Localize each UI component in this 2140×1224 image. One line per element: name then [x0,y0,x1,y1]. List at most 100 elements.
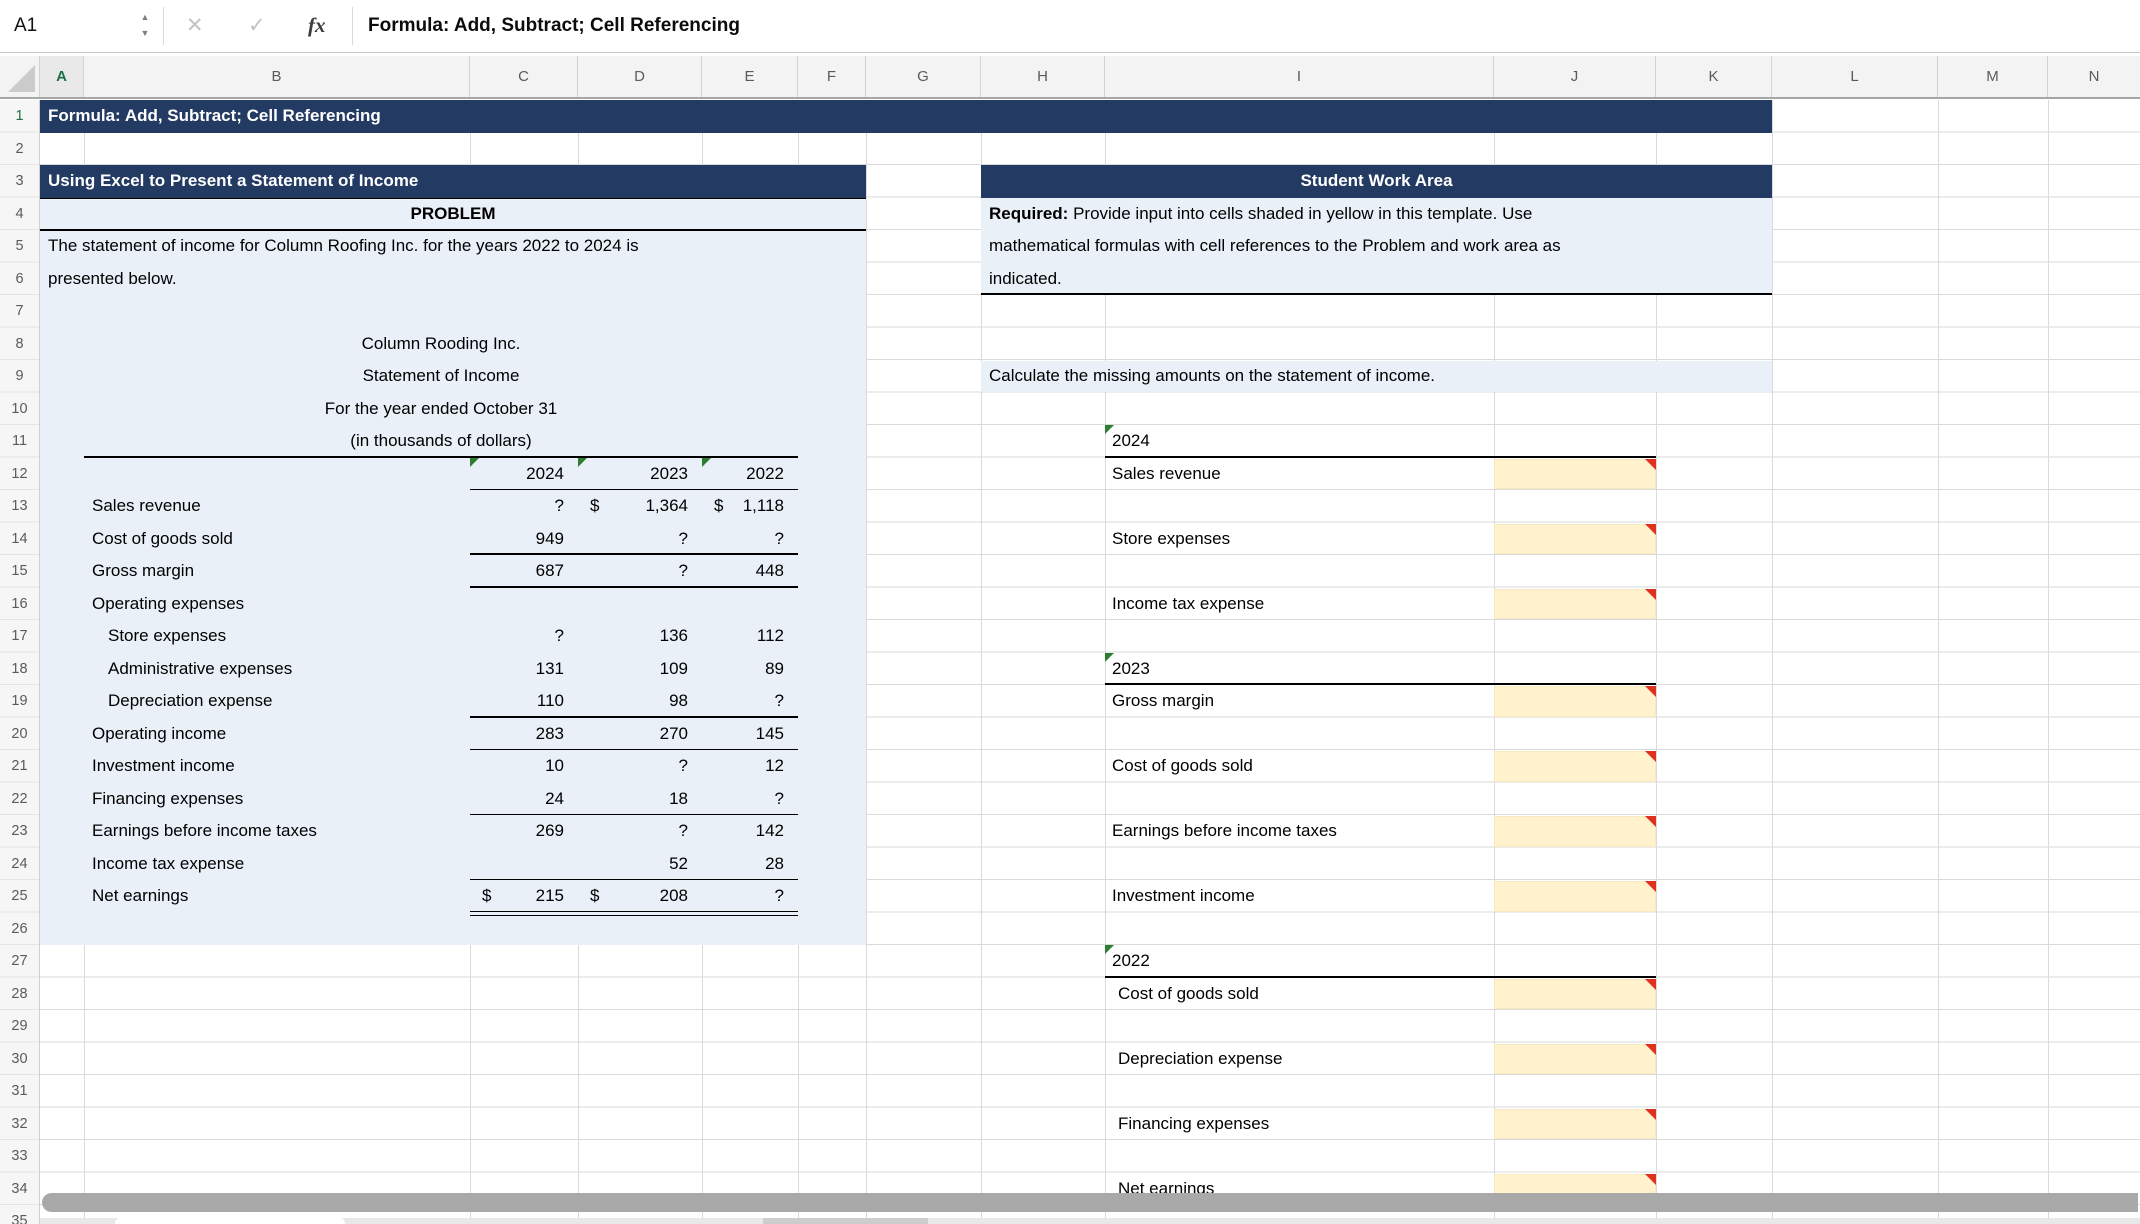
column-header-g[interactable]: G [866,56,981,97]
table-row[interactable]: Investment income 10 ? 12 [84,750,798,783]
stepper-down-icon[interactable]: ▼ [140,28,150,38]
row-header[interactable]: 6 [15,270,24,287]
row-header[interactable]: 25 [11,888,28,904]
column-header-c[interactable]: C [470,56,578,97]
table-row[interactable]: Administrative expenses 131 109 89 [84,653,798,686]
value-2023[interactable]: 136 [659,626,688,645]
table-row[interactable]: Earnings before income taxes 269 ? 142 [84,815,798,848]
required-text-line2[interactable]: mathematical formulas with cell referenc… [989,236,1561,255]
value-2024[interactable]: 24 [545,788,564,808]
work-item-label[interactable]: Gross margin [1112,691,1215,710]
value-2024[interactable]: ? [554,496,564,515]
input-cell-earnings-before-taxes-2023[interactable] [1494,816,1656,847]
table-row[interactable]: Store expenses ? 136 112 [84,620,798,653]
cancel-icon[interactable]: ✕ [186,14,204,37]
row-header[interactable]: 18 [11,660,28,677]
row-header[interactable]: 28 [11,985,28,1002]
name-box[interactable]: A1 [14,15,38,36]
row-label[interactable]: Financing expenses [92,788,244,808]
value-2023[interactable]: ? [678,756,688,775]
formula-input[interactable]: Formula: Add, Subtract; Cell Referencing [368,15,740,36]
required-text-line1[interactable]: Required: Provide input into cells shade… [989,198,1532,231]
value-2024[interactable]: 10 [545,756,564,775]
row-header[interactable]: 7 [15,303,24,319]
row-header[interactable]: 17 [11,628,28,644]
work-year-2023[interactable]: 2023 [1112,658,1150,678]
horizontal-scrollbar[interactable] [42,1193,2138,1212]
work-item-label[interactable]: Investment income [1112,886,1255,905]
sheet-grid[interactable]: Formula: Add, Subtract; Cell Referencing… [40,100,2140,1224]
row-header[interactable]: 30 [11,1050,28,1067]
row-header[interactable]: 10 [11,400,28,417]
required-text-line3[interactable]: indicated. [989,268,1062,288]
row-header[interactable]: 9 [15,368,24,384]
table-row[interactable]: Operating expenses [84,588,798,621]
column-header-n[interactable]: N [2088,68,2100,85]
work-item-label[interactable]: Cost of goods sold [1112,756,1253,775]
problem-text-line2[interactable]: presented below. [48,268,177,288]
year-header-2023[interactable]: 2023 [650,463,688,483]
row-header[interactable]: 21 [11,758,28,774]
row-header[interactable]: 16 [11,595,28,612]
row-header[interactable]: 27 [11,953,28,969]
year-header-2024[interactable]: 2024 [526,463,564,483]
row-header[interactable]: 33 [11,1148,28,1164]
value-2024[interactable]: 131 [535,658,564,678]
value-2023[interactable]: 98 [669,691,688,710]
row-label[interactable]: Cost of goods sold [92,528,233,548]
column-header-k[interactable]: K [1656,56,1772,97]
row-header[interactable]: 19 [11,693,28,709]
work-item-label[interactable]: Net earnings [1118,1178,1215,1198]
column-header-l[interactable]: L [1772,56,1938,97]
statement-company[interactable]: Column Rooding Inc. [361,333,521,353]
statement-units[interactable]: (in thousands of dollars) [350,431,532,450]
value-2022[interactable]: 145 [755,723,784,743]
statement-title[interactable]: Statement of Income [362,366,520,385]
table-row[interactable]: Income tax expense 52 28 [84,848,798,881]
row-header[interactable]: 24 [11,855,28,872]
row-header[interactable]: 20 [11,725,28,742]
table-row[interactable]: Financing expenses 24 18 ? [84,783,798,816]
value-2022[interactable]: 89 [765,658,784,678]
row-header[interactable]: 32 [11,1115,28,1132]
value-2024[interactable]: 283 [535,723,564,743]
value-2023[interactable]: 18 [669,788,688,808]
row-header[interactable]: 26 [11,920,28,937]
value-2024[interactable]: 687 [535,561,564,580]
value-2023[interactable]: 270 [659,723,688,743]
left-section-banner[interactable]: Using Excel to Present a Statement of In… [40,165,866,198]
table-row[interactable]: Cost of goods sold 949 ? ? [84,523,798,556]
row-header[interactable]: 31 [11,1083,28,1099]
work-item-label[interactable]: Financing expenses [1118,1113,1270,1133]
row-label[interactable]: Income tax expense [92,853,245,873]
value-2023[interactable]: ? [678,528,688,548]
column-header-d[interactable]: D [578,56,702,97]
column-header-i[interactable]: I [1105,56,1494,97]
sheet-tab-partial[interactable] [115,1218,345,1224]
value-2022[interactable]: ? [774,886,784,905]
value-2023[interactable]: 52 [669,853,688,873]
column-header-m[interactable]: M [1938,56,2048,97]
work-item-label[interactable]: Depreciation expense [1118,1048,1283,1068]
row-header[interactable]: 15 [11,563,28,579]
row-header[interactable]: 14 [11,530,28,547]
value-2024[interactable]: 110 [536,691,564,710]
row-label[interactable]: Gross margin [92,561,195,580]
row-header[interactable]: 35 [11,1213,28,1224]
work-item-label[interactable]: Income tax expense [1112,593,1265,613]
enter-icon[interactable]: ✓ [248,14,266,37]
row-header[interactable]: 8 [15,335,24,352]
value-2022[interactable]: ? [774,691,784,710]
input-cell-cost-of-goods-sold-2022[interactable] [1494,978,1656,1009]
row-header[interactable]: 23 [11,823,28,839]
value-2024[interactable]: ? [554,626,564,645]
row-label[interactable]: Administrative expenses [108,658,293,678]
input-cell-gross-margin-2023[interactable] [1494,686,1656,717]
row-label[interactable]: Sales revenue [92,496,201,515]
value-2022[interactable]: ? [774,788,784,808]
insert-function-icon[interactable]: fx [308,13,326,37]
row-label[interactable]: Investment income [92,756,235,775]
input-cell-store-expenses-2024[interactable] [1494,523,1656,554]
input-cell-income-tax-expense-2024[interactable] [1494,588,1656,619]
select-all-button[interactable] [0,56,40,97]
